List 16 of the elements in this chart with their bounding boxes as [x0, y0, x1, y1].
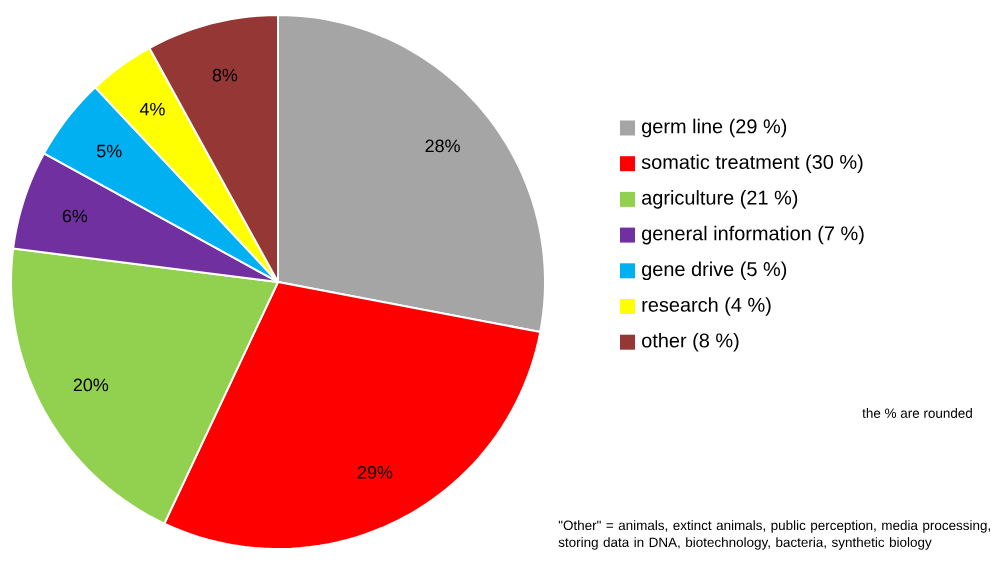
- text: the % are rounded: [862, 408, 972, 418]
- data-label: 8%: [212, 68, 238, 82]
- data-label: 5%: [96, 144, 122, 158]
- legend-label: germ line (29 %): [642, 118, 787, 138]
- text: "Other" = animals, extinct animals, public perception, media processing, storing data in DNA, biotechnology, bacteria, synthetic biology: [558, 520, 990, 550]
- legend-label: somatic treatment (30 %): [641, 154, 863, 173]
- legend-label: gene drive (5 %): [642, 261, 787, 281]
- legend-label: research (4 %): [642, 297, 771, 316]
- legend-label: other (8 %): [642, 332, 739, 352]
- data-label: 4%: [139, 102, 165, 116]
- legend-label: agriculture (21 %): [642, 190, 798, 209]
- data-label: 29%: [357, 465, 393, 479]
- data-label: 20%: [73, 378, 109, 392]
- legend-label: general information (7 %): [642, 225, 864, 245]
- data-label: 6%: [62, 209, 88, 223]
- data-label: 28%: [425, 139, 460, 153]
